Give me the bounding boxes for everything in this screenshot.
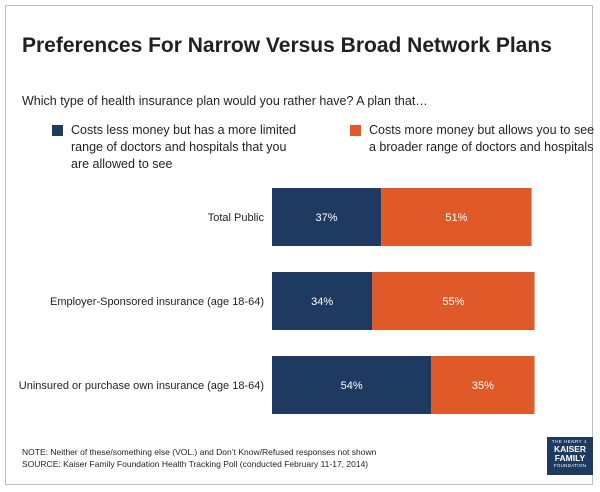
chart-title: Preferences For Narrow Versus Broad Netw… (22, 34, 552, 57)
bar-uninsured-or-purchase-own-insurance-age-18-64-series-2 (431, 356, 535, 414)
bar-label-employer-sponsored-insurance-age-18-64-series-1: 34% (311, 296, 333, 308)
legend-label-limited-network: Costs less money but has a more limited … (71, 123, 297, 171)
bar-total-public-series-2 (381, 188, 532, 246)
bar-uninsured-or-purchase-own-insurance-age-18-64-series-1 (272, 356, 432, 414)
bar-employer-sponsored-insurance-age-18-64-series-2 (372, 272, 535, 330)
note-text: NOTE: Neither of these/something else (V… (22, 447, 377, 457)
chart-subtitle: Which type of health insurance plan woul… (22, 94, 428, 108)
category-label-employer-sponsored-insurance-age-18-64: Employer-Sponsored insurance (age 18-64) (50, 296, 264, 308)
source-text: SOURCE: Kaiser Family Foundation Health … (22, 458, 369, 469)
bar-total-public-series-1 (272, 188, 382, 246)
bar-label-employer-sponsored-insurance-age-18-64-series-2: 55% (442, 296, 464, 308)
footnote: NOTE: Neither of these/something else (V… (22, 447, 376, 470)
category-label-uninsured-or-purchase-own-insurance-age-18-64: Uninsured or purchase own insurance (age… (19, 380, 264, 392)
legend-label-broad-network: Costs more money but allows you to see a… (369, 123, 595, 154)
legend-item-limited-network: Costs less money but has a more limited … (52, 122, 299, 173)
bar-employer-sponsored-insurance-age-18-64-series-1 (272, 272, 373, 330)
category-label-total-public: Total Public (208, 212, 265, 224)
kaiser-family-foundation-logo: THE HENRY J. KAISER FAMILY FOUNDATION (547, 437, 593, 475)
bar-label-total-public-series-2: 51% (445, 212, 467, 224)
legend-item-broad-network: Costs more money but allows you to see a… (350, 122, 597, 156)
bar-label-uninsured-or-purchase-own-insurance-age-18-64-series-2: 35% (472, 380, 494, 392)
legend-swatch-broad-network (350, 125, 361, 136)
legend-swatch-limited-network (52, 125, 63, 136)
bar-label-total-public-series-1: 37% (316, 212, 338, 224)
bar-label-uninsured-or-purchase-own-insurance-age-18-64-series-1: 54% (341, 380, 363, 392)
